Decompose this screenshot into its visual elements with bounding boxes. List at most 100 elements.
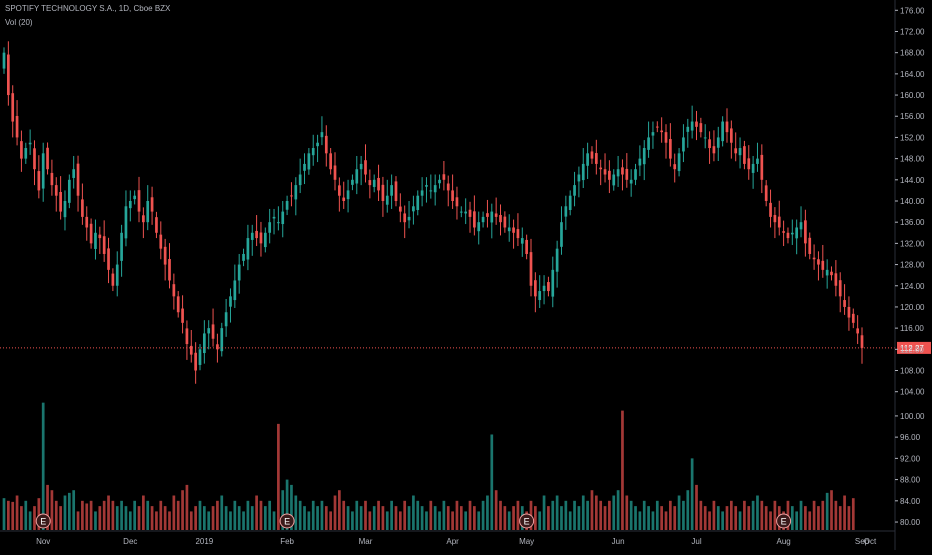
candle-body xyxy=(320,132,324,138)
candle-body xyxy=(333,165,337,180)
candle-body xyxy=(599,167,603,170)
candle xyxy=(433,174,437,206)
volume-bar xyxy=(743,500,746,530)
volume-bar xyxy=(150,506,154,530)
candle xyxy=(390,174,393,209)
candle xyxy=(298,158,302,194)
candle-body xyxy=(486,213,489,217)
candle-body xyxy=(729,128,733,143)
candle xyxy=(503,211,507,233)
volume-bar xyxy=(647,506,650,530)
volume-bar xyxy=(246,500,250,530)
volume-bar xyxy=(294,495,298,530)
volume-bar xyxy=(655,500,659,530)
candle xyxy=(799,206,803,238)
candle xyxy=(534,272,537,313)
candle-body xyxy=(747,158,751,170)
volume-bar xyxy=(590,490,594,530)
candle-body xyxy=(790,232,794,235)
volume-bar xyxy=(825,492,829,530)
volume-bar xyxy=(682,500,685,530)
candle xyxy=(155,211,158,239)
candle-body xyxy=(207,328,211,334)
candle xyxy=(825,259,829,289)
volume-bar xyxy=(237,506,241,530)
time-axis-label: 2019 xyxy=(195,537,213,546)
candle xyxy=(847,296,851,331)
volume-bar xyxy=(372,506,376,530)
candle-body xyxy=(381,184,385,201)
candle-body xyxy=(490,211,494,223)
candle-body xyxy=(272,216,276,219)
price-tick-label: 116.00 xyxy=(900,324,924,333)
candle xyxy=(33,140,36,186)
volume-bar xyxy=(464,511,468,530)
volume-bar xyxy=(255,495,258,530)
candle xyxy=(133,190,137,205)
candle-body xyxy=(551,269,555,297)
candle-body xyxy=(263,232,267,248)
candle-body xyxy=(63,201,67,218)
volume-bar xyxy=(207,511,211,530)
candle xyxy=(128,190,132,222)
candle xyxy=(760,144,764,194)
candle xyxy=(729,120,733,159)
volume-bar xyxy=(708,511,711,530)
volume-bar xyxy=(634,506,637,530)
candle xyxy=(398,193,402,223)
candle xyxy=(24,142,28,164)
candle-body xyxy=(194,352,197,371)
last-price-tag: 112.27 xyxy=(897,341,931,354)
volume-bar xyxy=(412,495,415,530)
volume-bar xyxy=(72,490,76,530)
candle-body xyxy=(11,93,15,122)
volume-bar xyxy=(54,500,58,530)
candle-body xyxy=(795,227,799,239)
candle-body xyxy=(20,141,23,159)
volume-bar xyxy=(377,500,380,530)
volume-bar xyxy=(229,511,232,530)
candle xyxy=(202,320,206,364)
candle xyxy=(342,181,346,209)
time-axis-label: Oct xyxy=(864,537,877,546)
volume-indicator-label[interactable]: Vol (20) xyxy=(5,18,33,27)
volume-bar xyxy=(799,500,803,530)
candle-body xyxy=(821,260,825,270)
candle xyxy=(94,219,97,260)
volume-bar xyxy=(847,506,851,530)
earnings-marker-circle xyxy=(35,513,51,529)
volume-tick-label: 88.00 xyxy=(900,476,921,485)
candle xyxy=(721,116,724,147)
candle xyxy=(486,199,489,228)
volume-bar xyxy=(664,511,668,530)
price-tick-label: 148.00 xyxy=(900,155,925,164)
candle xyxy=(168,243,171,289)
candle xyxy=(551,256,555,308)
candle-body xyxy=(586,153,589,166)
volume-bar xyxy=(37,498,41,530)
volume-bar xyxy=(621,410,624,530)
volume-bar xyxy=(146,500,150,530)
candle-body xyxy=(625,168,629,180)
candle-body xyxy=(163,246,167,265)
volume-bar xyxy=(738,511,742,530)
candle-body xyxy=(851,313,855,323)
candle-body xyxy=(290,195,293,197)
candle xyxy=(359,155,363,186)
volume-bar xyxy=(712,500,716,530)
candle-body xyxy=(2,52,6,69)
volume-bar xyxy=(608,500,611,530)
candle xyxy=(185,320,189,360)
candle-body xyxy=(250,232,254,240)
candle xyxy=(176,291,180,318)
volume-bar xyxy=(168,511,171,530)
volume-bar xyxy=(416,500,420,530)
candle-body xyxy=(159,234,163,249)
candle-body xyxy=(812,257,816,260)
candle-body xyxy=(547,282,550,292)
candle-body xyxy=(594,153,598,164)
volume-bar xyxy=(725,506,729,530)
candle xyxy=(734,132,738,162)
candle-body xyxy=(416,195,420,211)
